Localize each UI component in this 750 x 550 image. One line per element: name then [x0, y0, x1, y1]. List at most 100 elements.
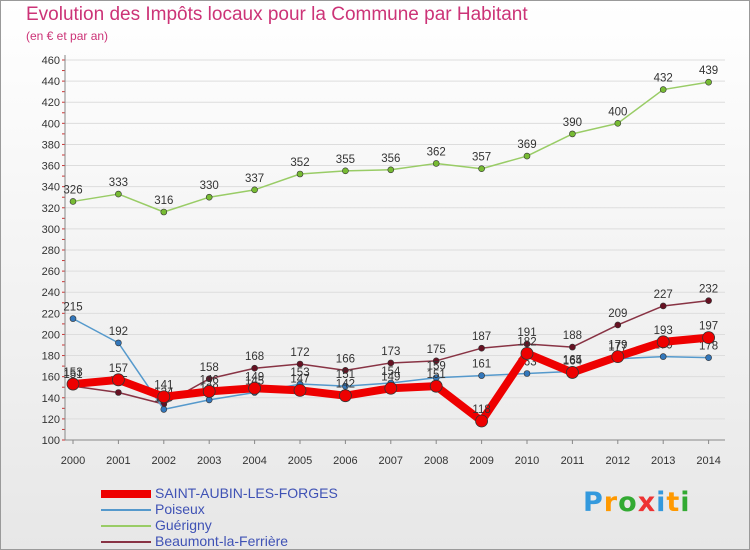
- x-tick-label: 2008: [424, 455, 448, 467]
- legend-swatch: [101, 509, 151, 511]
- data-point: [478, 165, 485, 173]
- x-tick-label: 2014: [696, 455, 720, 467]
- data-label: 187: [472, 331, 491, 343]
- proxiti-logo: Proxiti: [583, 487, 691, 518]
- x-tick-label: 2011: [561, 455, 585, 467]
- data-point: [342, 382, 349, 390]
- y-tick-label: 460: [42, 55, 60, 67]
- data-point: [432, 160, 440, 167]
- y-tick-label: 180: [42, 351, 60, 363]
- data-point: [705, 78, 712, 86]
- data-label: 390: [563, 117, 582, 129]
- data-label: 182: [517, 336, 536, 348]
- data-point: [342, 167, 349, 175]
- data-point: [338, 389, 352, 403]
- data-point: [432, 357, 440, 365]
- data-point: [523, 340, 531, 348]
- data-point: [569, 130, 576, 138]
- y-tick-label: 100: [42, 435, 60, 447]
- data-label: 154: [381, 366, 401, 378]
- data-label: 151: [427, 369, 446, 381]
- data-point: [69, 315, 77, 322]
- data-point: [160, 406, 168, 413]
- data-label: 330: [200, 180, 219, 192]
- data-point: [66, 377, 80, 391]
- data-label: 166: [336, 353, 355, 365]
- data-label: 118: [472, 404, 490, 416]
- logo-letter: x: [637, 487, 657, 518]
- chart-subtitle: (en € et par an): [26, 29, 109, 43]
- x-tick-label: 2005: [288, 455, 312, 467]
- legend-label: SAINT-AUBIN-LES-FORGES: [155, 485, 338, 501]
- data-label: 161: [472, 359, 491, 371]
- x-tick-label: 2002: [152, 455, 176, 467]
- data-label: 175: [427, 344, 446, 356]
- data-point: [342, 367, 349, 374]
- data-label: 177: [608, 342, 627, 354]
- data-point: [659, 302, 667, 310]
- logo-letter: r: [603, 487, 619, 518]
- y-tick-label: 240: [42, 287, 60, 299]
- x-tick-label: 2001: [106, 455, 130, 467]
- series-beaumont-la-ferri-re: 1511451341581681721661731751871911882092…: [63, 284, 718, 408]
- data-point: [523, 370, 531, 377]
- data-point: [293, 383, 307, 397]
- data-point: [115, 190, 122, 198]
- data-point: [112, 373, 125, 387]
- y-tick-label: 260: [42, 266, 60, 278]
- x-tick-label: 2010: [515, 455, 539, 467]
- x-tick-label: 2000: [61, 455, 85, 467]
- data-label: 172: [290, 347, 309, 359]
- data-label: 165: [563, 354, 582, 366]
- data-point: [296, 360, 304, 368]
- data-point: [160, 208, 168, 216]
- data-label: 153: [63, 367, 82, 379]
- x-tick-label: 2007: [379, 455, 403, 467]
- data-point: [387, 359, 395, 367]
- x-tick-label: 2004: [242, 455, 266, 467]
- data-point: [387, 166, 395, 174]
- data-label: 147: [290, 373, 309, 385]
- y-tick-label: 320: [42, 203, 60, 215]
- x-tick-label: 2013: [651, 455, 675, 467]
- data-point: [523, 152, 531, 160]
- data-label: 227: [654, 289, 673, 301]
- data-point: [384, 381, 398, 395]
- logo-letter: i: [656, 487, 667, 518]
- data-point: [566, 366, 579, 379]
- x-tick-label: 2012: [606, 455, 630, 467]
- series-gu-rigny: 326 333 316 330 337 352 355 356 362 357 369 390 400 4…: [63, 65, 718, 216]
- data-point: [611, 350, 625, 364]
- data-point: [296, 170, 304, 178]
- data-label: 356: [381, 153, 400, 165]
- data-point: [614, 321, 622, 329]
- x-tick-label: 2009: [469, 455, 493, 467]
- data-label: 157: [109, 363, 128, 375]
- data-point: [659, 353, 667, 360]
- data-point: [248, 381, 262, 395]
- y-tick-label: 400: [42, 118, 60, 130]
- legend-label: Beaumont-la-Ferrière: [155, 533, 289, 549]
- data-label: 209: [608, 308, 627, 320]
- data-label: 188: [563, 330, 582, 342]
- data-label: 151: [336, 369, 355, 381]
- legend-swatch: [101, 525, 151, 527]
- data-label: 337: [245, 173, 264, 185]
- legend-swatch: [101, 541, 151, 543]
- logo-letter: o: [618, 487, 638, 518]
- y-tick-label: 440: [42, 76, 60, 88]
- y-tick-label: 380: [42, 139, 60, 151]
- data-point: [251, 186, 258, 194]
- data-label: 164: [563, 355, 583, 367]
- y-tick-label: 340: [42, 182, 60, 194]
- logo-letter: i: [680, 487, 691, 518]
- chart-title: Evolution des Impôts locaux pour la Comm…: [26, 4, 528, 25]
- y-tick-label: 420: [42, 97, 60, 109]
- data-point: [429, 379, 443, 393]
- data-point: [202, 385, 216, 398]
- data-point: [157, 390, 171, 404]
- data-point: [205, 193, 213, 201]
- data-label: 158: [200, 362, 219, 374]
